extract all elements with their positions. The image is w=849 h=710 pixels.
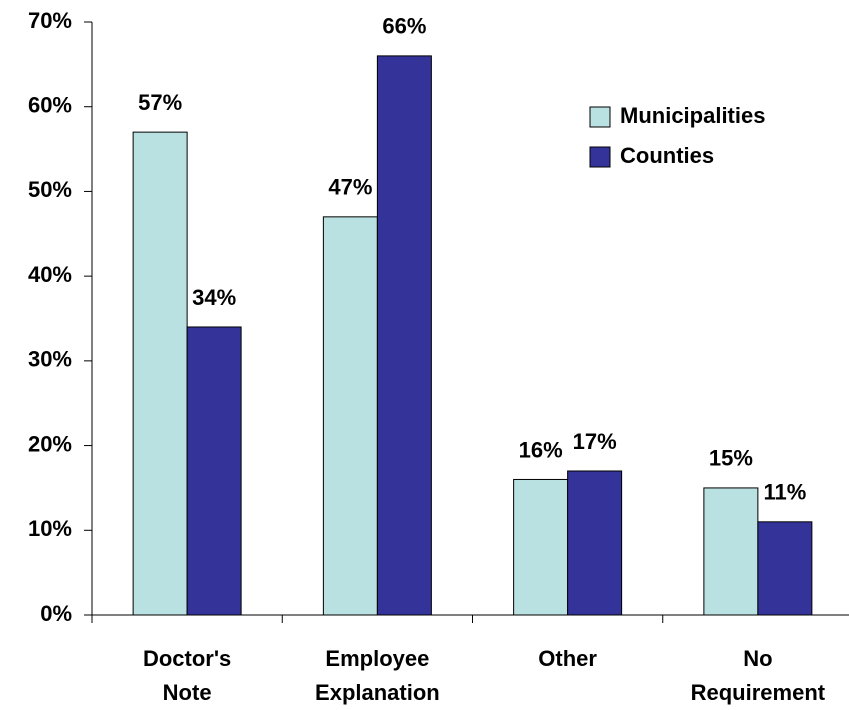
y-tick-label: 0% <box>40 601 72 626</box>
value-label: 17% <box>573 429 617 454</box>
y-tick-label: 50% <box>28 177 72 202</box>
value-label: 34% <box>192 285 236 310</box>
bar <box>703 487 759 616</box>
y-tick-label: 40% <box>28 262 72 287</box>
y-tick-label: 10% <box>28 516 72 541</box>
bar <box>757 521 813 616</box>
value-label: 57% <box>138 90 182 115</box>
legend-swatch <box>589 106 611 128</box>
y-tick-label: 70% <box>28 8 72 33</box>
value-label: 47% <box>328 175 372 200</box>
y-tick-label: 30% <box>28 347 72 372</box>
y-tick-label: 60% <box>28 93 72 118</box>
x-tick-label: No Requirement <box>691 646 826 705</box>
bar <box>322 216 378 616</box>
bar <box>132 131 188 616</box>
bar <box>186 326 242 616</box>
value-label: 15% <box>709 446 753 471</box>
x-tick-label: Employee Explanation <box>315 646 440 705</box>
x-tick-label: Doctor's Note <box>143 646 231 705</box>
bar <box>376 55 432 616</box>
y-tick-label: 20% <box>28 431 72 456</box>
x-tick-label: Other <box>538 646 597 671</box>
legend-label: Municipalities <box>620 103 765 128</box>
bar <box>567 470 623 616</box>
legend-swatch <box>589 146 611 168</box>
value-label: 66% <box>382 14 426 39</box>
value-label: 16% <box>519 437 563 462</box>
legend-label: Counties <box>620 143 714 168</box>
value-label: 11% <box>763 480 806 505</box>
bar <box>513 478 569 616</box>
